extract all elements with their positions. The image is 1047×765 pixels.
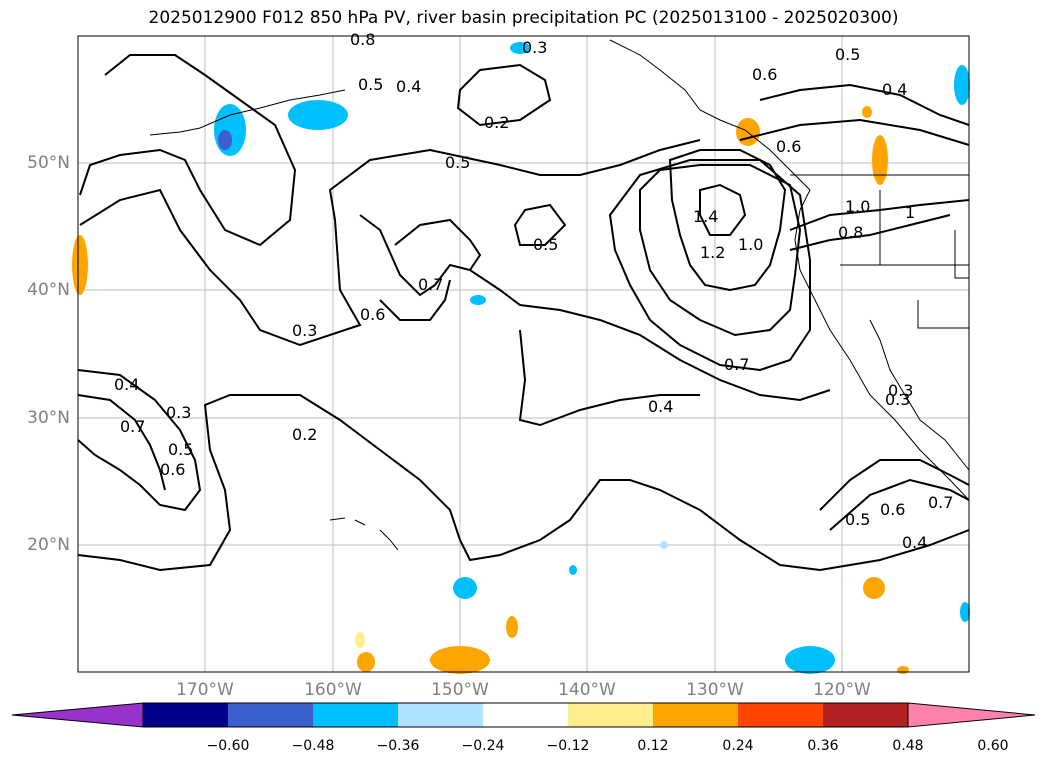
- contour-label: 0.5: [445, 153, 470, 172]
- lon-label: 120°W: [813, 680, 871, 700]
- contour-label: 0.7: [724, 355, 749, 374]
- precip-blob: [288, 100, 348, 130]
- precip-blob: [72, 235, 88, 295]
- precip-blob: [785, 646, 835, 674]
- contour-label: 0.5: [358, 75, 383, 94]
- colorbar-segment: [313, 703, 398, 727]
- contour-label: 0.7: [418, 275, 443, 294]
- lon-label: 130°W: [686, 680, 744, 700]
- precip-blob: [510, 42, 530, 54]
- contour-label: 0.4: [882, 80, 907, 99]
- contour-label: 1: [905, 203, 915, 222]
- colorbar-extend-min: [11, 702, 144, 728]
- contour-label: 0.6: [776, 137, 801, 156]
- colorbar-tick-label: 0.48: [892, 738, 924, 754]
- contour-label: 0.6: [160, 460, 185, 479]
- colorbar-tick-label: −0.60: [206, 738, 250, 754]
- colorbar-tick-label: −0.48: [291, 738, 335, 754]
- contour-label: 0.2: [292, 425, 317, 444]
- precip-blob: [863, 577, 885, 599]
- contour-label: 1.4: [693, 207, 718, 226]
- contour-label: 0.3: [522, 38, 547, 57]
- precip-blob: [453, 577, 477, 599]
- colorbar-tick-label: 0.12: [637, 738, 669, 754]
- colorbar-segment: [143, 703, 228, 727]
- contour-label: 0.6: [880, 500, 905, 519]
- contour-label: 1.0: [845, 197, 870, 216]
- colorbar-segment: [653, 703, 738, 727]
- contour-label: 0.3: [885, 390, 910, 409]
- colorbar-tick-label: 0.36: [807, 738, 839, 754]
- map-title: 2025012900 F012 850 hPa PV, river basin …: [148, 8, 899, 28]
- colorbar-tick-label: 0.60: [977, 738, 1009, 754]
- colorbar-extend-max: [907, 702, 1036, 728]
- contour-label: 0.7: [120, 417, 145, 436]
- colorbar-outline: [142, 702, 909, 728]
- lon-label: 160°W: [304, 680, 362, 700]
- contour-label: 0.5: [835, 45, 860, 64]
- precip-blob: [897, 666, 909, 674]
- pv-contours: [77, 54, 970, 572]
- colorbar-segment: [398, 703, 483, 727]
- contour-label: 0.6: [360, 305, 385, 324]
- lon-label: 150°W: [431, 680, 489, 700]
- map-frame: [77, 35, 970, 673]
- lat-label: 30°N: [27, 408, 70, 428]
- precip-blob: [960, 602, 970, 622]
- contour-label: 0.3: [166, 403, 191, 422]
- colorbar-tick-label: −0.12: [546, 738, 590, 754]
- precip-blob: [506, 616, 518, 638]
- contour-label: 0.3: [888, 381, 913, 400]
- colorbar: [11, 702, 1036, 728]
- precip-blob: [357, 652, 375, 672]
- lat-label: 20°N: [27, 535, 70, 555]
- colorbar-segment: [568, 703, 653, 727]
- colorbar-tick-label: −0.24: [461, 738, 505, 754]
- precip-blob: [872, 135, 888, 185]
- precip-blob: [569, 565, 577, 575]
- contour-labels: 0.8 0.3 0.5 0.4 0.2 0.5 0.6 0.5 0.4 0.6 …: [114, 30, 953, 552]
- precip-blob: [954, 65, 970, 105]
- lon-label: 140°W: [558, 680, 616, 700]
- contour-label: 0.8: [838, 223, 863, 242]
- precip-blob: [470, 295, 486, 305]
- lat-label: 40°N: [27, 280, 70, 300]
- lon-label: 170°W: [176, 680, 234, 700]
- contour-label: 0.4: [114, 375, 139, 394]
- colorbar-segment: [823, 703, 908, 727]
- contour-label: 0.6: [752, 65, 777, 84]
- colorbar-tick-label: −0.36: [376, 738, 420, 754]
- colorbar-segment: [483, 703, 568, 727]
- precip-blob: [355, 632, 365, 648]
- coastlines: [149, 39, 970, 551]
- graticule: [78, 36, 969, 672]
- contour-label: 0.8: [350, 30, 375, 49]
- contour-label: 0.5: [845, 510, 870, 529]
- precip-blob: [218, 130, 232, 150]
- contour-label: 0.3: [292, 321, 317, 340]
- contour-label: 0.5: [533, 235, 558, 254]
- contour-label: 0.4: [902, 533, 927, 552]
- contour-label: 0.4: [648, 397, 673, 416]
- precip-shading: [72, 42, 970, 674]
- map-area: [78, 36, 969, 672]
- contour-label: 0.2: [484, 113, 509, 132]
- contour-label: 1.2: [700, 243, 725, 262]
- precip-blob: [862, 106, 872, 118]
- colorbar-segment: [228, 703, 313, 727]
- contour-label: 1.0: [738, 235, 763, 254]
- precip-blob: [660, 541, 668, 549]
- contour-label: 0.7: [928, 493, 953, 512]
- colorbar-segment: [738, 703, 823, 727]
- colorbar-tick-label: 0.24: [722, 738, 754, 754]
- contour-label: 0.5: [168, 440, 193, 459]
- precip-blob: [430, 646, 490, 674]
- precip-blob: [214, 104, 246, 156]
- lat-label: 50°N: [27, 153, 70, 173]
- contour-label: 0.4: [396, 77, 421, 96]
